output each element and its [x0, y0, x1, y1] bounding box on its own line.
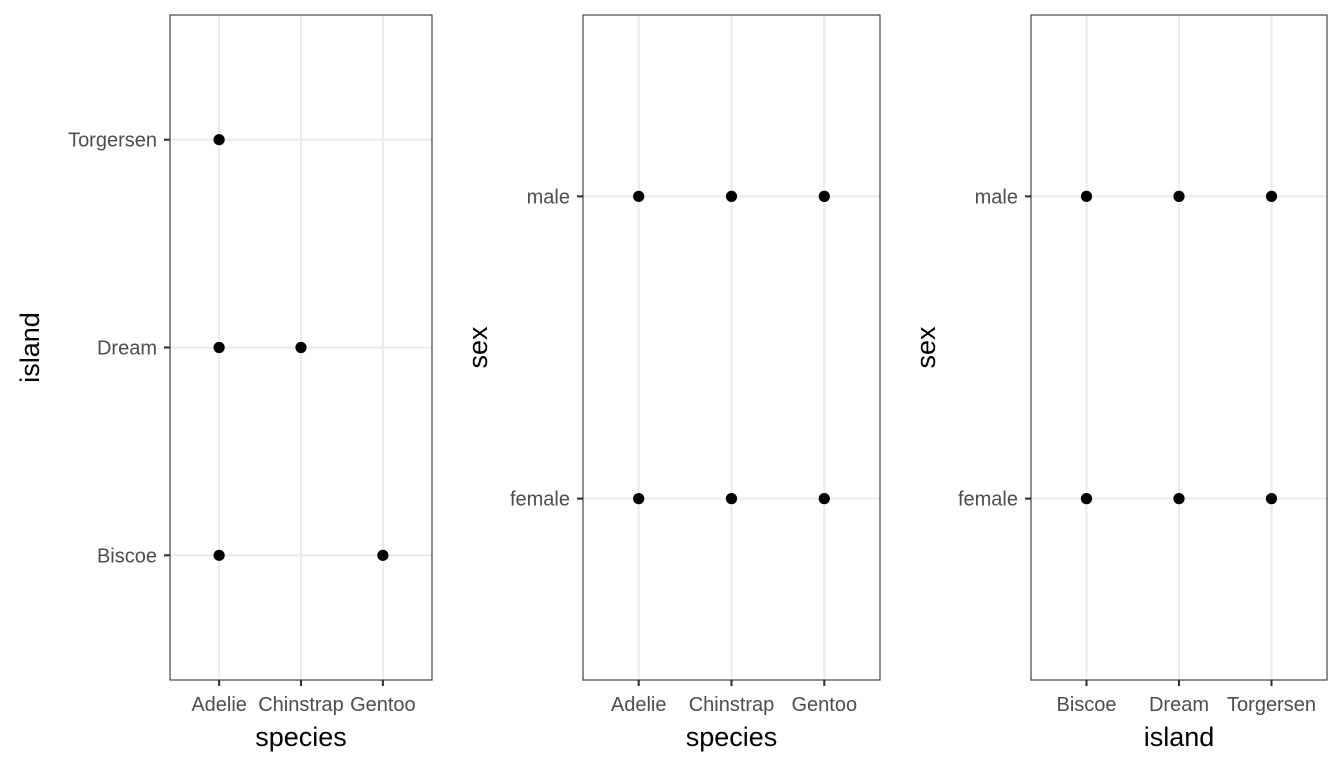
data-point-adelie-dream [213, 341, 225, 354]
data-point-adelie-biscoe [213, 549, 225, 561]
y-axis-title: island [15, 312, 45, 383]
data-point-adelie-torgersen [213, 134, 225, 146]
x-tick-label-adelie: Adelie [611, 694, 667, 716]
x-tick-label-chinstrap: Chinstrap [258, 694, 344, 716]
y-tick-label-male: male [527, 186, 570, 208]
data-point-gentoo-male [818, 190, 830, 202]
data-point-chinstrap-female [725, 493, 738, 505]
data-point-adelie-male [633, 190, 645, 202]
x-tick-label-biscoe: Biscoe [1056, 694, 1116, 716]
data-point-chinstrap-dream [295, 341, 307, 354]
x-tick-label-gentoo: Gentoo [792, 694, 858, 716]
x-tick-label-adelie: Adelie [191, 694, 247, 716]
panel-2: Adelie Chinstrap Gentoo female male species se… [463, 14, 881, 752]
x-axis-title: species [686, 722, 778, 752]
data-point-dream-female [1173, 493, 1185, 505]
y-axis-title: sex [911, 326, 941, 369]
y-tick-label-biscoe: Biscoe [97, 545, 157, 567]
x-tick-label-torgersen: Torgersen [1227, 694, 1316, 716]
x-axis-title: island [1144, 722, 1215, 752]
x-tick-label-chinstrap: Chinstrap [689, 694, 775, 716]
y-tick-label-male: male [975, 186, 1018, 208]
data-point-dream-male [1173, 190, 1185, 202]
y-tick-label-torgersen: Torgersen [68, 130, 157, 152]
y-tick-label-female: female [958, 489, 1018, 511]
panel-1: Adelie Chinstrap Gentoo Biscoe Dream Torgerse… [15, 14, 433, 752]
data-point-chinstrap-male [725, 190, 738, 202]
data-point-torgersen-male [1265, 190, 1278, 202]
y-tick-label-female: female [510, 489, 570, 511]
data-point-torgersen-female [1265, 493, 1278, 505]
data-point-adelie-female [633, 493, 645, 505]
data-point-gentoo-biscoe [377, 549, 389, 561]
x-tick-label-gentoo: Gentoo [350, 694, 416, 716]
y-tick-label-dream: Dream [97, 338, 157, 360]
data-point-biscoe-female [1080, 493, 1093, 505]
y-axis-title: sex [463, 326, 493, 369]
panel-3: Biscoe Dream Torgersen female male island sex [911, 14, 1328, 752]
data-point-biscoe-male [1080, 190, 1093, 202]
x-axis-title: species [255, 722, 347, 752]
data-point-gentoo-female [818, 493, 830, 505]
x-tick-label-dream: Dream [1149, 694, 1209, 716]
